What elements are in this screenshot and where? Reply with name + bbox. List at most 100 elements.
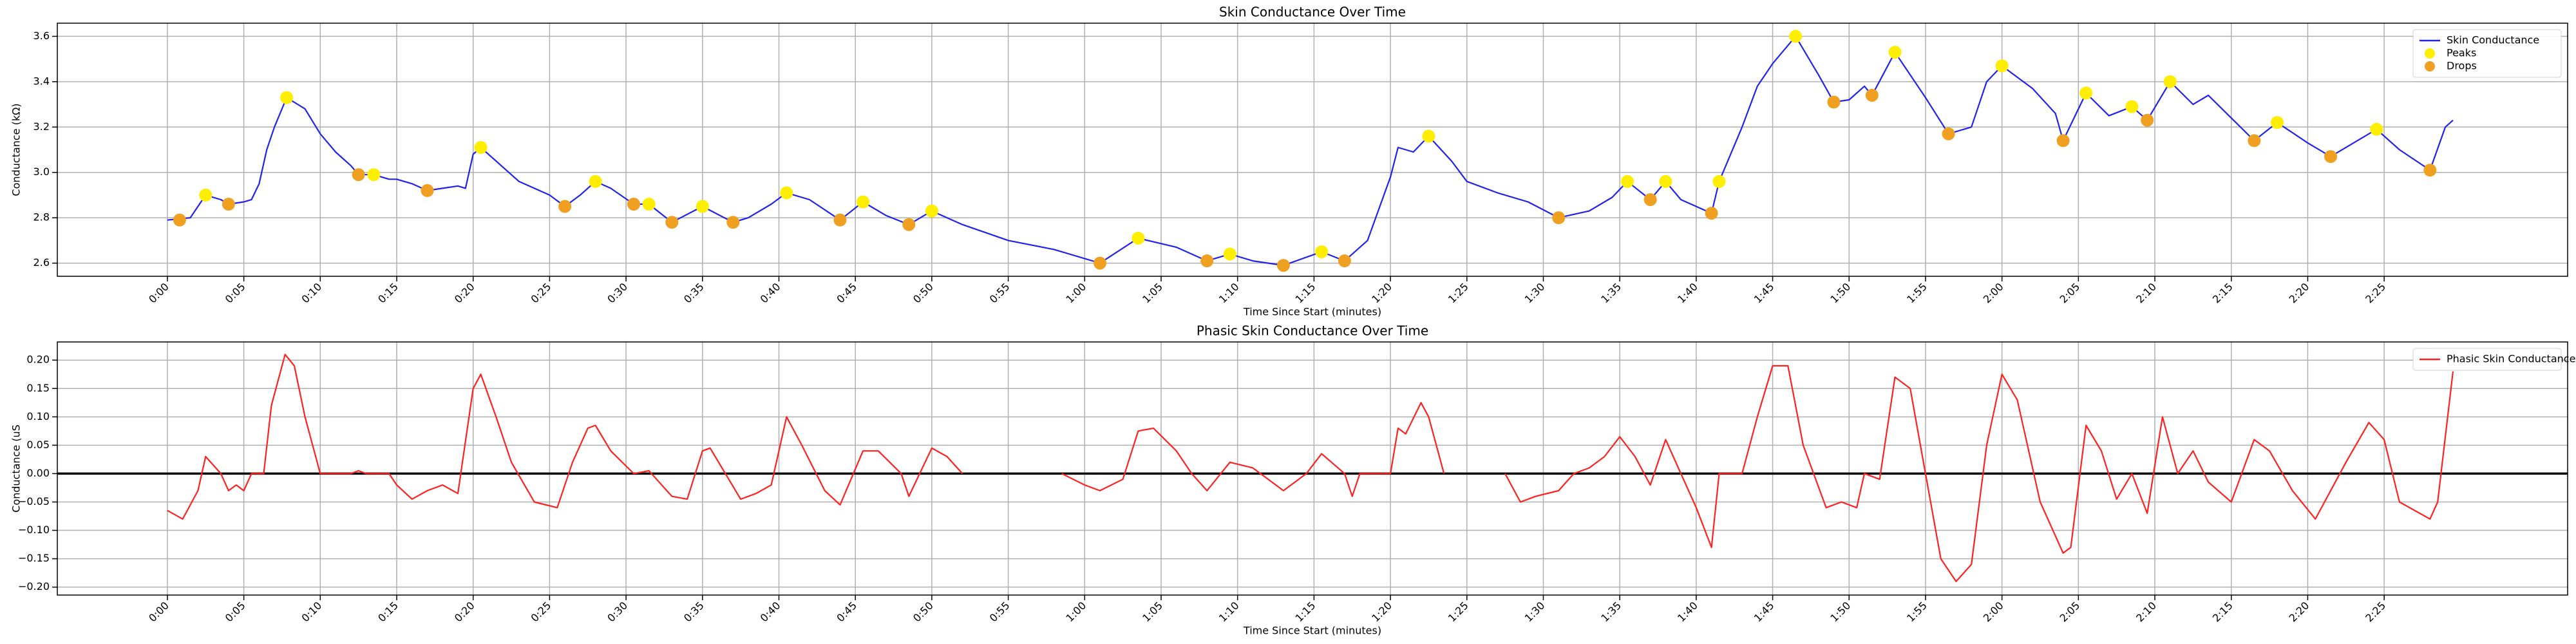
- x-tick-label: 2:00: [1981, 600, 2006, 625]
- scatter-point: [925, 204, 938, 218]
- scatter-point: [2248, 134, 2261, 147]
- series-line: [167, 354, 2454, 582]
- x-tick-label: 2:20: [2287, 281, 2312, 306]
- scatter-point: [1659, 175, 1672, 188]
- x-tick-label: 1:05: [1140, 281, 1165, 306]
- x-tick-label: 1:55: [1904, 600, 1929, 625]
- y-tick-label: 3.2: [33, 120, 50, 133]
- scatter-point: [589, 175, 602, 188]
- x-tick-label: 2:15: [2210, 281, 2235, 306]
- y-tick-label: 0.15: [26, 382, 50, 394]
- x-tick-label: 1:00: [1063, 600, 1088, 625]
- x-tick-label: 1:45: [1752, 281, 1777, 306]
- scatter-point: [2324, 150, 2338, 164]
- x-tick-label: 0:35: [681, 281, 706, 306]
- scatter-point: [280, 91, 294, 104]
- x-tick-label: 1:25: [1446, 600, 1471, 625]
- scatter-point: [1552, 211, 1566, 225]
- x-tick-label: 0:20: [452, 600, 477, 625]
- scatter-point: [1942, 127, 1955, 140]
- plot-area: [57, 342, 2568, 595]
- scatter-point: [1705, 207, 1718, 220]
- y-axis-label: Conductance (uS: [10, 424, 23, 513]
- x-tick-label: 2:10: [2134, 600, 2159, 625]
- scatter-point: [1132, 231, 1145, 245]
- scatter-point: [627, 198, 640, 211]
- legend-box: [2412, 348, 2562, 371]
- x-tick-label: 1:30: [1522, 600, 1548, 625]
- x-tick-label: 0:55: [987, 600, 1012, 625]
- x-tick-label: 0:30: [605, 281, 630, 306]
- x-tick-label: 1:50: [1828, 600, 1853, 625]
- scatter-point: [726, 216, 740, 229]
- legend-label: Drops: [2447, 60, 2477, 72]
- x-tick-label: 1:35: [1598, 281, 1624, 306]
- x-tick-label: 2:10: [2134, 281, 2159, 306]
- scatter-point: [1200, 254, 1214, 268]
- x-tick-label: 0:00: [146, 281, 171, 306]
- scatter-point: [1422, 129, 1435, 143]
- x-tick-label: 0:15: [375, 281, 401, 306]
- x-tick-label: 1:10: [1217, 600, 1242, 625]
- x-tick-label: 0:40: [758, 600, 783, 625]
- scatter-point: [2056, 134, 2070, 147]
- legend-label: Peaks: [2447, 47, 2476, 59]
- scatter-point: [2141, 113, 2154, 127]
- x-tick-label: 0:25: [529, 281, 554, 306]
- scatter-point: [780, 186, 793, 200]
- scatter-point: [2125, 100, 2139, 113]
- x-tick-label: 0:30: [605, 600, 630, 625]
- scatter-point: [2079, 86, 2093, 100]
- x-tick-label: 0:05: [223, 281, 248, 306]
- scatter-point: [222, 198, 235, 211]
- scatter-point: [1223, 247, 1236, 261]
- y-tick-label: 3.6: [33, 30, 50, 42]
- x-tick-label: 1:00: [1063, 281, 1088, 306]
- x-tick-label: 0:20: [452, 281, 477, 306]
- scatter-point: [474, 140, 488, 154]
- scatter-point: [2163, 75, 2177, 88]
- scatter-point: [1827, 95, 1841, 109]
- axes-frame: [57, 341, 2568, 596]
- x-tick-label: 1:15: [1293, 600, 1318, 625]
- x-tick-label: 0:00: [146, 600, 171, 625]
- x-tick-label: 2:00: [1981, 281, 2006, 306]
- legend-marker: [2425, 61, 2435, 71]
- scatter-point: [642, 198, 656, 211]
- scatter-point: [902, 218, 916, 231]
- x-tick-label: 0:05: [223, 600, 248, 625]
- plot-area: [57, 23, 2568, 276]
- scatter-point: [1621, 175, 1634, 188]
- x-tick-label: 0:25: [529, 600, 554, 625]
- y-tick-label: 3.0: [33, 166, 50, 178]
- scatter-point: [1276, 259, 1290, 272]
- scatter-point: [857, 195, 870, 209]
- x-tick-label: 2:05: [2058, 600, 2083, 625]
- axes-frame: [57, 23, 2568, 277]
- y-tick-label: 0.10: [26, 410, 50, 422]
- y-axis-label: Conductance (kΩ): [10, 103, 23, 196]
- x-tick-label: 1:30: [1522, 281, 1548, 306]
- chart-title: Phasic Skin Conductance Over Time: [1197, 323, 1428, 339]
- y-tick-label: 3.4: [33, 75, 50, 87]
- y-tick-label: 0.00: [26, 467, 50, 479]
- scatter-point: [352, 168, 365, 182]
- scatter-point: [1643, 193, 1657, 206]
- x-tick-label: 0:50: [911, 600, 936, 625]
- x-tick-label: 2:15: [2210, 600, 2235, 625]
- scatter-point: [1315, 245, 1329, 258]
- y-tick-label: 2.8: [33, 211, 50, 223]
- x-tick-label: 0:15: [375, 600, 401, 625]
- x-tick-label: 0:10: [299, 281, 324, 306]
- x-tick-label: 2:20: [2287, 600, 2312, 625]
- x-tick-label: 1:05: [1140, 600, 1165, 625]
- x-tick-label: 1:15: [1293, 281, 1318, 306]
- x-tick-label: 1:45: [1752, 600, 1777, 625]
- y-tick-label: 2.6: [33, 256, 50, 269]
- scatter-point: [665, 216, 679, 229]
- y-tick-label: −0.05: [18, 495, 50, 507]
- scatter-point: [367, 168, 381, 182]
- x-tick-label: 1:40: [1675, 281, 1700, 306]
- legend-box: [2412, 29, 2562, 78]
